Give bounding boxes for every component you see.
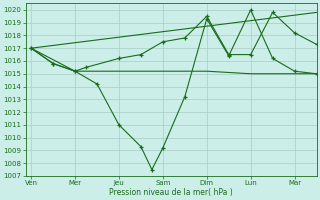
X-axis label: Pression niveau de la mer( hPa ): Pression niveau de la mer( hPa ) [109, 188, 233, 197]
